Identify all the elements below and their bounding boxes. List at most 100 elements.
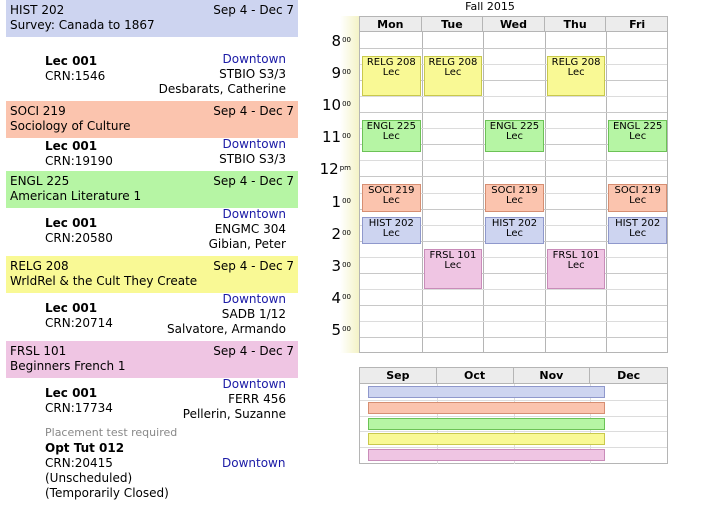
day-divider <box>421 32 423 352</box>
hour-label: 400 <box>332 290 351 306</box>
class-type: Lec <box>382 131 400 143</box>
class-block[interactable]: RELG 208 Lec <box>362 56 421 97</box>
course-dates: Sep 4 - Dec 7 <box>213 174 294 188</box>
class-code: RELG 208 <box>366 57 416 69</box>
class-type: Lec <box>444 67 462 79</box>
class-block[interactable]: FRSL 101 Lec <box>423 248 483 289</box>
day-header-mon: Mon <box>360 17 422 32</box>
month-header-dec: Dec <box>617 369 641 382</box>
course-header[interactable]: HIST 202 Sep 4 - Dec 7 Survey: Canada to… <box>6 0 298 37</box>
course-dates: Sep 4 - Dec 7 <box>213 3 294 17</box>
class-block[interactable]: RELG 208 Lec <box>423 56 483 97</box>
class-block[interactable]: SOCI 219 Lec <box>608 184 667 212</box>
hour-number: 9 <box>331 64 342 83</box>
class-block[interactable]: SOCI 219 Lec <box>362 184 421 212</box>
class-type: Lec <box>382 67 400 79</box>
course-block-relg208: RELG 208 Sep 4 - Dec 7 WrldRel & the Cul… <box>6 256 298 336</box>
time-gridline <box>360 64 667 66</box>
class-block[interactable]: FRSL 101 Lec <box>546 248 606 289</box>
hour-label: 500 <box>331 320 351 339</box>
class-block[interactable]: ENGL 225 Lec <box>608 120 667 153</box>
time-gridline <box>360 48 667 50</box>
day-header-fri: Fri <box>629 18 646 31</box>
hour-number: 10 <box>321 96 342 115</box>
instructor-name: Desbarats, Catherine <box>158 82 286 96</box>
term-bar[interactable] <box>367 433 606 446</box>
term-bar[interactable] <box>367 401 606 414</box>
course-code: FRSL 101 <box>10 344 67 358</box>
term-bar[interactable] <box>367 417 606 430</box>
hour-number: 5 <box>331 320 342 339</box>
course-dates: Sep 4 - Dec 7 <box>213 344 294 358</box>
class-code: FRSL 101 <box>552 249 600 261</box>
room-location: STBIO S3/3 <box>219 152 286 166</box>
hour-number: 11 <box>321 128 342 147</box>
hour-number: 12 <box>319 160 339 179</box>
section-type: Lec 001 <box>45 54 98 68</box>
class-code: HIST 202 <box>615 217 661 229</box>
course-header[interactable]: FRSL 101 Sep 4 - Dec 7 Beginners French … <box>6 341 298 378</box>
class-block[interactable]: HIST 202 Lec <box>362 216 421 244</box>
time-gridline <box>360 320 667 322</box>
hour-suffix: 00 <box>342 100 351 109</box>
closed-status: (Temporarily Closed) <box>45 486 169 500</box>
class-block[interactable]: RELG 208 Lec <box>546 56 606 97</box>
day-header-tue: Tue <box>422 17 484 32</box>
campus-link[interactable]: Downtown <box>222 456 286 470</box>
time-gridline <box>360 96 667 98</box>
course-header[interactable]: RELG 208 Sep 4 - Dec 7 WrldRel & the Cul… <box>6 256 298 293</box>
timeline-row-divider <box>360 431 667 433</box>
hour-suffix: 00 <box>342 36 351 44</box>
class-type: Lec <box>505 131 523 143</box>
class-code: FRSL 101 <box>429 249 477 261</box>
campus-link[interactable]: Downtown <box>222 292 286 306</box>
weekly-schedule: Fall 2015 800 900 1000 1100 12pm 100 200 300 400… <box>312 0 668 355</box>
timeline-row-divider <box>360 399 667 401</box>
hour-label: 12pm <box>320 162 351 177</box>
hour-label: 300 <box>332 258 351 274</box>
course-dates: Sep 4 - Dec 7 <box>213 259 294 273</box>
campus-link[interactable]: Downtown <box>222 207 286 221</box>
course-header[interactable]: SOCI 219 Sep 4 - Dec 7 Sociology of Cult… <box>6 101 298 138</box>
class-code: HIST 202 <box>491 217 538 229</box>
time-gridline <box>360 304 667 306</box>
hour-label: 1100 <box>322 130 351 145</box>
term-bar[interactable] <box>367 449 606 462</box>
class-type: Lec <box>382 195 400 207</box>
month-header-row: Sep Oct Nov Dec <box>360 368 667 384</box>
day-header-wed: Wed <box>483 17 545 32</box>
day-header-row: Mon Tue Wed Thu Fri <box>359 16 668 32</box>
term-bar[interactable] <box>367 386 606 398</box>
time-gridline <box>360 112 667 114</box>
course-header[interactable]: ENGL 225 Sep 4 - Dec 7 American Literatu… <box>6 171 298 208</box>
campus-link[interactable]: Downtown <box>222 137 286 151</box>
room-location: FERR 456 <box>228 392 286 406</box>
course-title: WrldRel & the Cult They Create <box>10 274 198 288</box>
campus-link[interactable]: Downtown <box>222 377 286 391</box>
class-block[interactable]: ENGL 225 Lec <box>362 120 421 153</box>
class-code: HIST 202 <box>368 217 414 229</box>
class-type: Lec <box>567 67 585 79</box>
hour-suffix: 00 <box>342 132 351 141</box>
class-block[interactable]: HIST 202 Lec <box>485 216 544 244</box>
class-block[interactable]: ENGL 225 Lec <box>485 120 544 153</box>
course-block-hist202: HIST 202 Sep 4 - Dec 7 Survey: Canada to… <box>6 0 298 96</box>
class-type: Lec <box>629 195 647 207</box>
section-crn: CRN:1546 <box>45 69 106 83</box>
room-location: SADB 1/12 <box>221 307 286 321</box>
month-header-nov: Nov <box>514 368 591 384</box>
day-divider <box>544 32 546 352</box>
class-type: Lec <box>505 227 523 239</box>
section-type: Lec 001 <box>45 216 98 230</box>
campus-link[interactable]: Downtown <box>222 52 286 66</box>
time-gridline <box>360 80 667 82</box>
class-type: Lec <box>629 131 647 143</box>
section-row: Lec 001 CRN:20714 Downtown SADB 1/12 Sal… <box>6 292 298 342</box>
class-block[interactable]: HIST 202 Lec <box>608 216 667 244</box>
course-title: Survey: Canada to 1867 <box>10 18 155 32</box>
class-block[interactable]: SOCI 219 Lec <box>485 184 544 212</box>
section-row: Lec 001 CRN:17734 Downtown FERR 456 Pell… <box>6 377 298 427</box>
time-gridline <box>360 288 667 290</box>
instructor-name: Pellerin, Suzanne <box>182 407 286 421</box>
section-crn: CRN:20580 <box>45 231 113 245</box>
